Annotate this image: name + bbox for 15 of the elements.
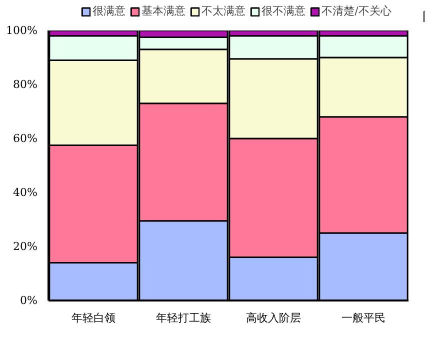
legend-label: 很不满意 bbox=[262, 4, 306, 18]
y-tick-label: 40% bbox=[13, 186, 38, 199]
legend-label: 不清楚/不关心 bbox=[322, 4, 392, 18]
y-tick-label: 100% bbox=[6, 24, 38, 37]
x-tick-label: 一般平民 bbox=[342, 312, 386, 324]
y-tick-label: 0% bbox=[20, 294, 38, 307]
legend-label: 不太满意 bbox=[202, 4, 246, 18]
x-tick-label: 年轻打工族 bbox=[156, 312, 211, 324]
x-tick-label: 高收入阶层 bbox=[246, 312, 301, 324]
y-tick-label: 20% bbox=[13, 240, 38, 253]
x-tick-label: 年轻白领 bbox=[72, 312, 116, 324]
legend-label: 基本满意 bbox=[142, 4, 186, 18]
legend-label: 很满意 bbox=[92, 4, 126, 18]
y-tick-label: 60% bbox=[13, 132, 38, 145]
y-tick-label: 80% bbox=[13, 78, 38, 91]
